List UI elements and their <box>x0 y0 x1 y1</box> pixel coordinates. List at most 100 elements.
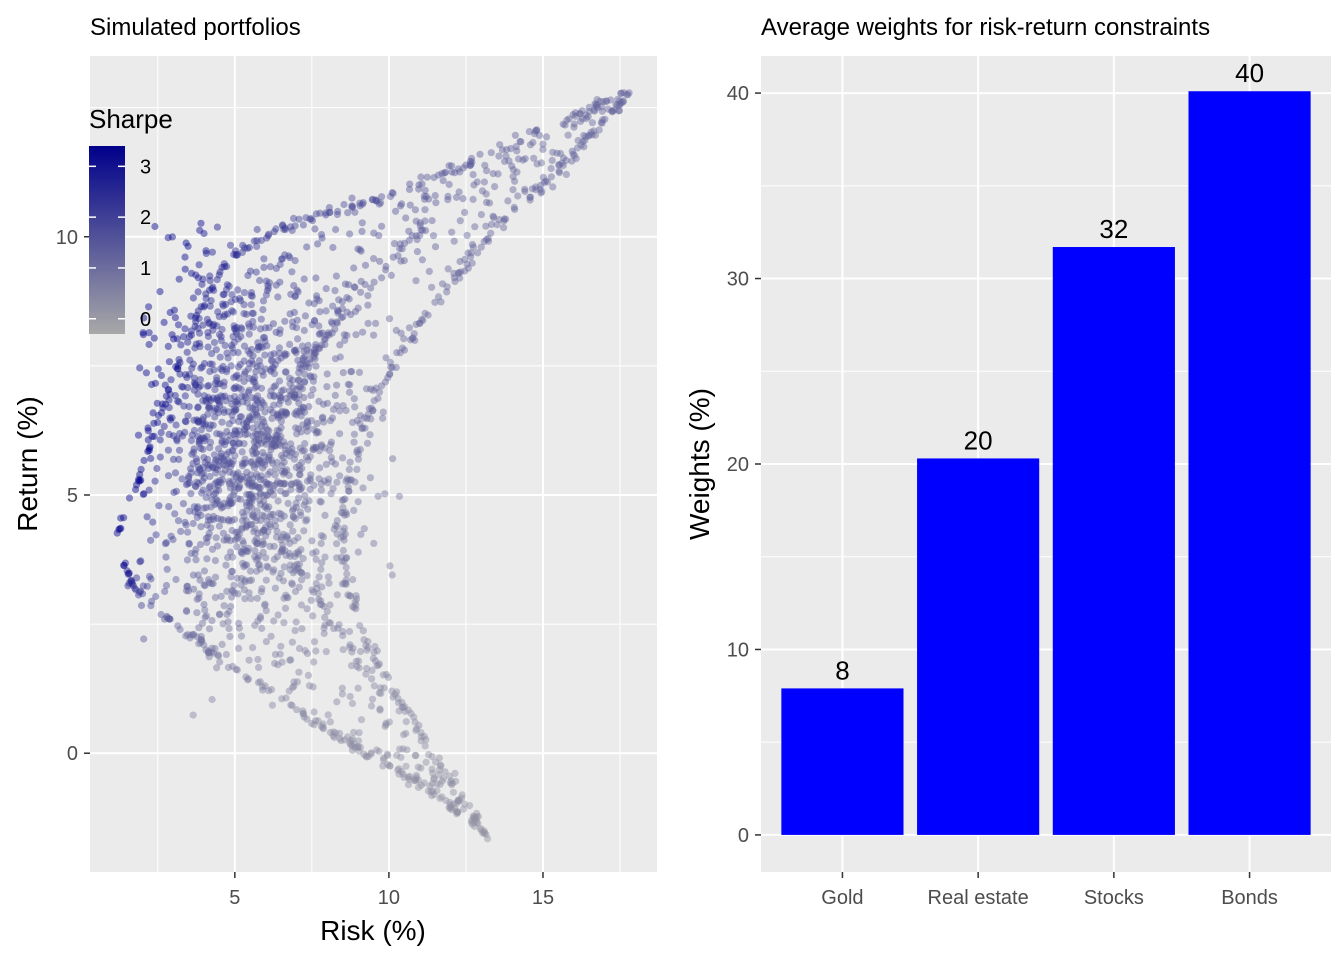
scatter-point <box>224 618 232 626</box>
scatter-point <box>225 436 233 445</box>
scatter-point <box>332 318 341 326</box>
scatter-point <box>348 699 357 708</box>
scatter-point <box>230 483 238 491</box>
scatter-point <box>331 287 339 295</box>
scatter-point <box>232 529 240 537</box>
scatter-point <box>197 364 205 372</box>
scatter-point <box>185 370 194 378</box>
scatter-point <box>382 266 390 274</box>
scatter-point <box>212 456 220 464</box>
scatter-point <box>269 510 277 518</box>
scatter-point <box>421 206 429 214</box>
scatter-point <box>336 353 344 361</box>
scatter-point <box>450 274 458 282</box>
scatter-point <box>217 479 225 487</box>
scatter-point <box>245 656 253 664</box>
scatter-point <box>137 587 145 596</box>
scatter-point <box>339 646 347 654</box>
scatter-point <box>342 508 350 517</box>
scatter-point <box>223 349 231 357</box>
scatter-point <box>356 647 365 656</box>
scatter-point <box>164 342 172 350</box>
scatter-point <box>189 459 197 468</box>
scatter-point <box>270 391 278 399</box>
scatter-point <box>219 516 227 524</box>
scatter-point <box>317 498 325 506</box>
scatter-point <box>254 455 262 464</box>
scatter-point <box>285 471 293 480</box>
scatter-point <box>271 442 279 450</box>
scatter-point <box>207 297 215 305</box>
scatter-point <box>321 511 329 519</box>
scatter-point <box>306 453 314 461</box>
scatter-point <box>305 403 313 411</box>
scatter-point <box>312 443 320 451</box>
scatter-point <box>346 739 354 747</box>
scatter-point <box>579 138 587 146</box>
scatter-point <box>412 232 420 240</box>
scatter-point <box>233 528 241 536</box>
scatter-point <box>317 597 325 605</box>
scatter-point <box>405 236 413 244</box>
scatter-point <box>228 593 236 601</box>
scatter-point <box>216 658 224 666</box>
scatter-point <box>270 555 278 564</box>
scatter-point <box>367 284 375 292</box>
scatter-point <box>224 354 232 362</box>
scatter-point <box>135 475 143 483</box>
scatter-point <box>412 277 420 285</box>
scatter-point <box>347 367 356 376</box>
scatter-point <box>543 178 552 186</box>
scatter-point <box>240 377 248 386</box>
scatter-point <box>240 512 248 520</box>
scatter-point <box>253 441 262 449</box>
scatter-point <box>201 606 209 614</box>
scatter-point <box>363 646 371 654</box>
scatter-point <box>261 502 269 510</box>
scatter-point <box>144 447 152 455</box>
scatter-point <box>313 419 321 428</box>
scatter-point <box>472 816 480 824</box>
scatter-point <box>212 346 220 354</box>
scatter-point <box>392 326 400 334</box>
scatter-point <box>469 171 477 179</box>
legend-colorbar <box>89 146 125 334</box>
scatter-point <box>240 440 248 448</box>
scatter-point <box>295 369 303 377</box>
scatter-point <box>247 459 255 467</box>
scatter-point <box>256 496 264 505</box>
scatter-point <box>328 329 336 337</box>
scatter-point <box>270 566 278 574</box>
scatter-point <box>202 249 210 257</box>
scatter-point <box>396 349 404 357</box>
scatter-point <box>373 746 381 754</box>
scatter-point <box>542 133 551 141</box>
scatter-point <box>221 341 229 350</box>
scatter-point <box>169 536 177 544</box>
scatter-point <box>464 264 472 272</box>
scatter-point <box>446 805 454 813</box>
scatter-point <box>194 390 202 398</box>
scatter-point <box>206 472 214 481</box>
scatter-point <box>405 775 413 784</box>
scatter-point <box>267 632 275 640</box>
scatter-point <box>322 648 330 656</box>
scatter-point <box>193 457 201 465</box>
scatter-point <box>532 186 540 194</box>
scatter-point <box>197 636 205 644</box>
scatter-point <box>205 579 213 587</box>
scatter-point <box>300 394 308 402</box>
scatter-point <box>435 771 443 779</box>
scatter-point <box>398 200 406 208</box>
scatter-point <box>596 97 604 105</box>
scatter-point <box>352 601 360 609</box>
scatter-point <box>280 458 288 466</box>
scatter-point <box>300 501 308 509</box>
scatter-point <box>421 186 429 194</box>
scatter-point <box>423 173 431 181</box>
scatter-point <box>428 283 436 291</box>
scatter-point <box>226 548 235 556</box>
scatter-point <box>320 335 328 343</box>
scatter-point <box>570 151 579 159</box>
scatter-point <box>293 560 301 568</box>
